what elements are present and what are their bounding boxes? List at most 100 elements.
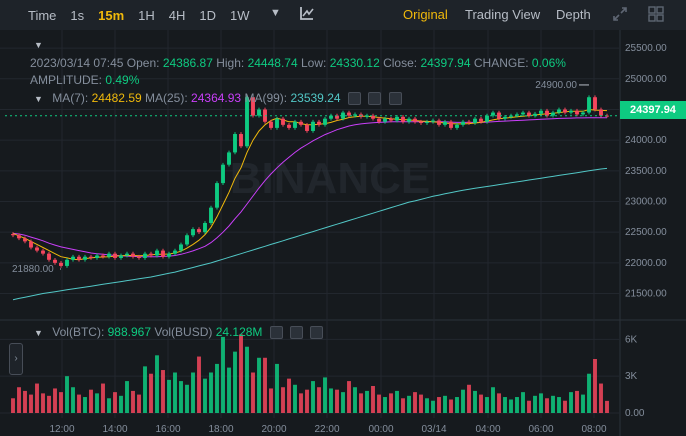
price-tick-label: 25000.00 bbox=[625, 74, 667, 85]
candle-body bbox=[95, 255, 99, 258]
ma-collapse-icon[interactable]: ▼ bbox=[34, 94, 43, 104]
volume-bar bbox=[71, 387, 75, 413]
candle-body bbox=[167, 253, 171, 257]
volume-bar bbox=[593, 359, 597, 413]
indicator-icon[interactable] bbox=[299, 5, 315, 24]
price-tick-label: 25500.00 bbox=[625, 43, 667, 54]
candle-body bbox=[581, 112, 585, 115]
view-trading-view[interactable]: Trading View bbox=[465, 7, 541, 22]
view-depth[interactable]: Depth bbox=[556, 7, 591, 22]
volume-bar bbox=[35, 383, 39, 413]
candle-body bbox=[185, 235, 189, 245]
volume-bar bbox=[599, 383, 603, 413]
fullscreen-icon[interactable] bbox=[612, 6, 628, 25]
candle-body bbox=[119, 255, 123, 258]
ma-settings-icon[interactable] bbox=[368, 92, 382, 106]
ma-visibility-icon[interactable] bbox=[347, 92, 361, 106]
volume-bar bbox=[395, 390, 399, 413]
timeframe-time[interactable]: Time bbox=[28, 7, 57, 23]
volume-bar bbox=[365, 390, 369, 413]
volume-bar bbox=[113, 392, 117, 413]
time-tick-label: 22:00 bbox=[314, 424, 339, 435]
vol-visibility-icon[interactable] bbox=[269, 326, 283, 340]
ohlc-info: 2023/03/14 07:45 Open: 24386.87 High: 24… bbox=[30, 56, 566, 70]
timeframe-15m[interactable]: 15m bbox=[98, 7, 125, 23]
amplitude-label: AMPLITUDE: bbox=[30, 73, 103, 87]
timeframe-1h[interactable]: 1H bbox=[138, 7, 155, 23]
candle-body bbox=[47, 253, 51, 260]
amplitude-info: AMPLITUDE: 0.49% bbox=[30, 73, 139, 87]
candle-body bbox=[191, 229, 195, 236]
volume-bar bbox=[581, 394, 585, 413]
candle-body bbox=[287, 124, 291, 128]
change-value: 0.06% bbox=[531, 56, 566, 70]
watermark: BINANCE bbox=[230, 154, 430, 203]
ma99-label: MA(99): bbox=[244, 91, 288, 105]
price-tick-label: 23500.00 bbox=[625, 166, 667, 177]
volume-bar bbox=[359, 393, 363, 413]
vol-settings-icon[interactable] bbox=[290, 326, 304, 340]
price-chart[interactable]: BINANCE 24900.00 21880.00 25500.00 25000.0… bbox=[0, 30, 686, 436]
ma25-value: 24364.93 bbox=[191, 91, 242, 105]
volume-bar bbox=[485, 397, 489, 413]
grid-layout-icon[interactable] bbox=[648, 6, 664, 25]
candle-body bbox=[527, 112, 531, 116]
candle-body bbox=[197, 229, 201, 233]
candle-body bbox=[425, 121, 429, 123]
current-price-tag: 24397.94 bbox=[620, 101, 686, 119]
candle-body bbox=[503, 116, 507, 119]
volume-bar bbox=[131, 390, 135, 413]
candle-body bbox=[11, 234, 15, 236]
timeframe-1s[interactable]: 1s bbox=[70, 7, 85, 23]
candle-body bbox=[545, 110, 549, 116]
candle-body bbox=[71, 256, 75, 260]
candle-body bbox=[305, 124, 309, 131]
more-timeframes-chevron-icon[interactable]: ▼ bbox=[270, 7, 281, 19]
volume-bar bbox=[269, 388, 273, 413]
candle-body bbox=[479, 118, 483, 122]
ma-close-icon[interactable] bbox=[388, 92, 402, 106]
volume-bar bbox=[29, 394, 33, 413]
view-original[interactable]: Original bbox=[403, 7, 448, 22]
time-tick-label: 12:00 bbox=[49, 424, 74, 435]
volume-tick-label: 6K bbox=[625, 334, 638, 345]
candle-body bbox=[473, 118, 477, 123]
volume-bar bbox=[209, 372, 213, 413]
candle-body bbox=[587, 97, 591, 113]
candle-body bbox=[143, 253, 147, 258]
timeframe-4h[interactable]: 4H bbox=[168, 7, 186, 23]
volume-bar bbox=[179, 381, 183, 413]
timeframe-1w[interactable]: 1W bbox=[230, 7, 250, 23]
candle-body bbox=[533, 113, 537, 116]
candle-body bbox=[497, 112, 501, 119]
close-label: Close: bbox=[383, 56, 418, 70]
vol-collapse-icon[interactable]: ▼ bbox=[34, 328, 43, 338]
volume-bar bbox=[125, 381, 129, 413]
timeframe-1d[interactable]: 1D bbox=[199, 7, 217, 23]
vol-busd-value: 24.128M bbox=[215, 325, 263, 339]
volume-bar bbox=[545, 398, 549, 413]
candle-body bbox=[131, 253, 135, 257]
volume-bar bbox=[431, 400, 435, 413]
volume-bar bbox=[605, 400, 609, 413]
vol-close-icon[interactable] bbox=[310, 326, 324, 340]
volume-bar bbox=[119, 395, 123, 413]
candle-body bbox=[371, 115, 375, 119]
volume-bar bbox=[245, 346, 249, 413]
candle-body bbox=[515, 114, 519, 116]
volume-legend: ▼ Vol(BTC): 988.967 Vol(BUSD) 24.128M bbox=[34, 325, 324, 340]
candle-body bbox=[539, 110, 543, 114]
candle-body bbox=[485, 115, 489, 122]
low-value: 24330.12 bbox=[329, 56, 380, 70]
volume-bar bbox=[533, 395, 537, 413]
collapse-chevron-icon[interactable]: ▼ bbox=[34, 40, 43, 50]
volume-bar bbox=[227, 367, 231, 413]
low-marker-label: 21880.00 bbox=[12, 264, 54, 275]
candle-body bbox=[77, 256, 81, 260]
volume-bar bbox=[491, 387, 495, 413]
candle-body bbox=[35, 247, 39, 251]
vol-busd-label: Vol(BUSD) bbox=[154, 325, 213, 339]
volume-bar bbox=[149, 373, 153, 413]
candle-body bbox=[575, 110, 579, 115]
expand-panel-chevron-icon[interactable]: › bbox=[9, 343, 23, 375]
